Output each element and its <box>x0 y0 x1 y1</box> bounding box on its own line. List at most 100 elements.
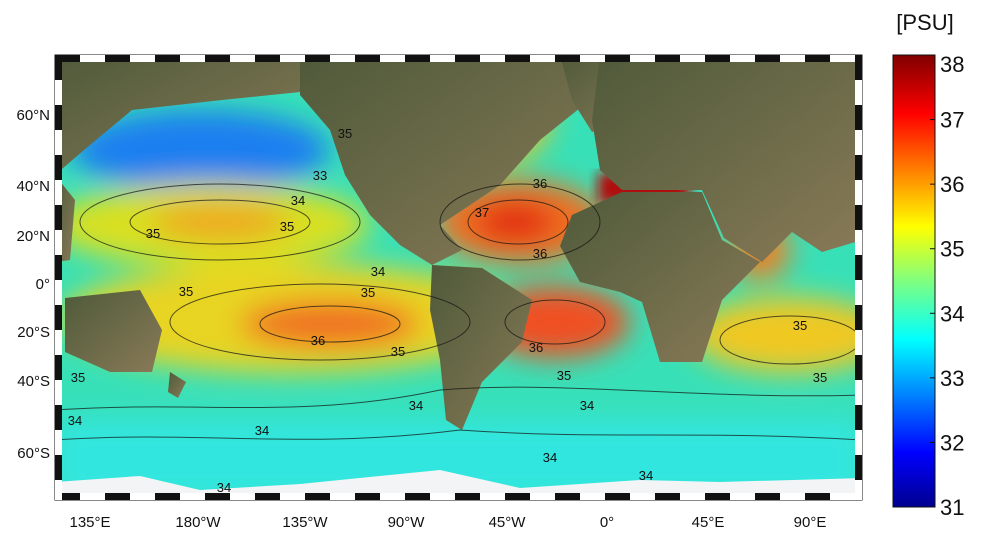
frame-segment <box>805 55 830 62</box>
frame-segment <box>380 493 405 500</box>
frame-segment <box>855 355 862 380</box>
frame-segment <box>630 55 655 62</box>
contour-label: 34 <box>68 413 82 428</box>
colorbar-tick-label: 33 <box>940 366 964 391</box>
colorbar-tick-label: 31 <box>940 495 964 520</box>
frame-segment <box>855 205 862 230</box>
frame-segment <box>605 55 630 62</box>
frame-segment <box>55 230 62 255</box>
frame-segment <box>55 305 62 330</box>
frame-segment <box>705 493 730 500</box>
colorbar-tick-label: 37 <box>940 108 964 133</box>
contour-label: 35 <box>71 370 85 385</box>
frame-segment <box>555 493 580 500</box>
frame-segment <box>405 55 430 62</box>
frame-segment <box>855 430 862 455</box>
lon-label: 0° <box>600 514 614 531</box>
lat-label: 40°S <box>17 373 50 390</box>
frame-segment <box>480 55 505 62</box>
lat-label: 40°N <box>16 178 50 195</box>
lon-label: 90°E <box>794 514 827 531</box>
lat-label: 0° <box>36 276 50 293</box>
frame-segment <box>255 493 280 500</box>
contour-label: 36 <box>533 176 547 191</box>
contour-label: 34 <box>217 480 231 495</box>
contour-label: 36 <box>529 340 543 355</box>
map-frame <box>54 54 863 501</box>
frame-segment <box>55 205 62 230</box>
contour-label: 35 <box>813 370 827 385</box>
contour-label: 34 <box>580 398 594 413</box>
frame-segment <box>55 355 62 380</box>
lon-label: 45°E <box>692 514 725 531</box>
frame-segment <box>830 493 855 500</box>
colorbar-tick-label: 32 <box>940 430 964 455</box>
frame-segment <box>655 493 680 500</box>
frame-segment <box>655 55 680 62</box>
frame-segment <box>55 280 62 305</box>
frame-segment <box>205 493 230 500</box>
contour-label: 33 <box>313 168 327 183</box>
contour-label: 35 <box>391 344 405 359</box>
lon-label: 135°W <box>282 514 328 531</box>
contour-label: 34 <box>255 423 269 438</box>
frame-segment <box>305 493 330 500</box>
colorbar-tick-label: 38 <box>940 52 964 77</box>
frame-segment <box>855 480 862 500</box>
frame-segment <box>80 493 105 500</box>
frame-segment <box>230 493 255 500</box>
colorbar-label: [PSU] <box>896 10 953 35</box>
lat-label: 20°N <box>16 228 50 245</box>
frame-segment <box>680 493 705 500</box>
lon-label: 45°W <box>489 514 527 531</box>
frame-segment <box>55 155 62 180</box>
frame-segment <box>205 55 230 62</box>
frame-segment <box>155 493 180 500</box>
contour-label: 34 <box>291 193 305 208</box>
frame-segment <box>855 305 862 330</box>
colorbar-tick-label: 36 <box>940 172 964 197</box>
frame-segment <box>630 493 655 500</box>
frame-segment <box>305 55 330 62</box>
frame-segment <box>480 493 505 500</box>
frame-segment <box>55 55 80 62</box>
frame-segment <box>805 493 830 500</box>
frame-segment <box>855 455 862 480</box>
frame-segment <box>755 493 780 500</box>
colorbar-tick-label: 34 <box>940 301 964 326</box>
frame-segment <box>55 105 62 130</box>
frame-segment <box>55 480 62 500</box>
frame-segment <box>855 380 862 405</box>
contour-label: 34 <box>639 468 653 483</box>
frame-segment <box>430 55 455 62</box>
frame-segment <box>55 380 62 405</box>
frame-segment <box>55 455 62 480</box>
frame-segment <box>105 55 130 62</box>
frame-segment <box>505 55 530 62</box>
frame-segment <box>130 493 155 500</box>
frame-segment <box>55 330 62 355</box>
frame-segment <box>505 493 530 500</box>
frame-segment <box>755 55 780 62</box>
frame-segment <box>855 405 862 430</box>
colorbar-tick-label: 35 <box>940 237 964 262</box>
map-area <box>62 62 855 493</box>
frame-segment <box>330 55 355 62</box>
contour-label: 36 <box>533 246 547 261</box>
frame-segment <box>230 55 255 62</box>
frame-segment <box>855 330 862 355</box>
frame-segment <box>405 493 430 500</box>
frame-segment <box>580 493 605 500</box>
frame-segment <box>55 255 62 280</box>
frame-segment <box>780 55 805 62</box>
contour-label: 35 <box>793 318 807 333</box>
frame-segment <box>380 55 405 62</box>
lon-label: 90°W <box>388 514 426 531</box>
contour-label: 34 <box>543 450 557 465</box>
colorbar <box>892 54 936 508</box>
frame-segment <box>855 255 862 280</box>
frame-segment <box>855 80 862 105</box>
frame-segment <box>55 405 62 430</box>
frame-segment <box>705 55 730 62</box>
